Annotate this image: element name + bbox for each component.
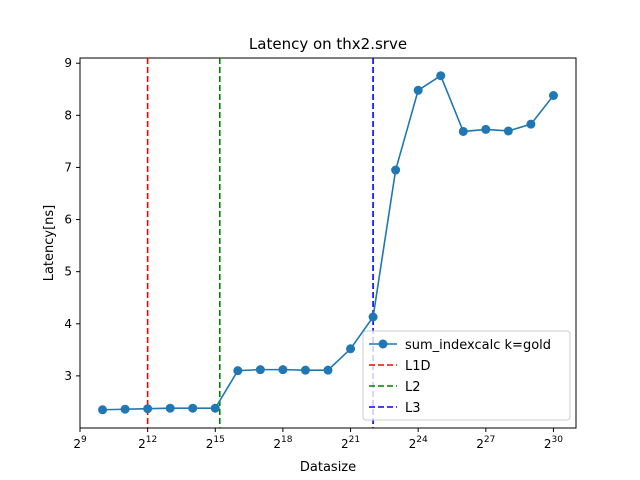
x-tick-exponent: 9 [81,435,87,445]
x-tick-exponent: 21 [349,435,360,445]
x-tick-exponent: 15 [213,435,224,445]
x-tick-label: 230 [544,435,563,451]
legend-entry: L1D [369,359,431,374]
legend-label: L1D [405,359,431,374]
data-point [368,312,378,322]
x-tick-label: 215 [206,435,225,451]
legend-entry: sum_indexcalc k=gold [369,338,551,353]
x-tick-base: 2 [206,437,214,451]
data-point [233,366,243,376]
data-point [391,165,401,175]
x-tick-label: 212 [138,435,157,451]
y-tick-label: 7 [64,160,72,174]
legend-label: sum_indexcalc k=gold [405,338,551,353]
data-point [188,403,198,413]
y-tick-label: 6 [64,213,72,227]
x-tick-exponent: 27 [484,435,495,445]
legend-label: L2 [405,380,421,395]
plot-frame [79,57,577,429]
x-tick-base: 2 [409,437,417,451]
data-point [98,405,108,415]
y-tick-label: 4 [64,317,72,331]
y-axis-label: Latency[ns] [42,205,57,282]
x-tick-exponent: 30 [552,435,564,445]
legend-entry: L2 [369,380,421,395]
data-point [278,365,288,375]
x-tick-label: 29 [73,435,87,451]
data-point [120,404,130,414]
legend-entry: L3 [369,401,421,416]
y-tick-label: 9 [64,56,72,70]
data-point [300,365,310,375]
legend-box [362,330,571,421]
y-tick-label: 3 [64,369,72,383]
x-tick-base: 2 [476,437,484,451]
data-point [143,404,153,414]
x-tick-base: 2 [273,437,281,451]
data-point [481,124,491,134]
y-tick-label: 8 [64,108,72,122]
data-point [503,126,513,136]
series-layer [98,71,558,415]
x-axis-label: Datasize [300,460,356,475]
y-tick-label: 5 [64,265,72,279]
x-tick-base: 2 [544,437,552,451]
legend: sum_indexcalc k=gold L1D L2 L3 [362,330,571,421]
data-point [165,403,175,413]
legend-marker [378,339,388,349]
chart-title: Latency on thx2.srve [249,35,407,53]
legend-label: L3 [405,401,421,416]
x-tick-base: 2 [73,437,81,451]
x-axis-ticks: 29 212 215 218 221 224 227 230 [73,428,563,451]
x-tick-base: 2 [341,437,349,451]
data-point [526,119,536,129]
x-tick-label: 221 [341,435,360,451]
y-axis-ticks: 3 4 5 6 7 8 9 [64,56,80,383]
x-tick-label: 227 [476,435,495,451]
data-point [436,71,446,81]
data-point [548,91,558,101]
data-point [255,365,265,375]
x-tick-exponent: 24 [416,435,428,445]
data-point [346,344,356,354]
data-point [210,403,220,413]
data-point [323,365,333,375]
x-tick-label: 224 [409,435,428,451]
x-tick-base: 2 [138,437,146,451]
x-tick-exponent: 18 [281,435,293,445]
data-point [458,126,468,136]
x-tick-label: 218 [273,435,292,451]
data-point [413,85,423,95]
x-tick-exponent: 12 [146,435,157,445]
